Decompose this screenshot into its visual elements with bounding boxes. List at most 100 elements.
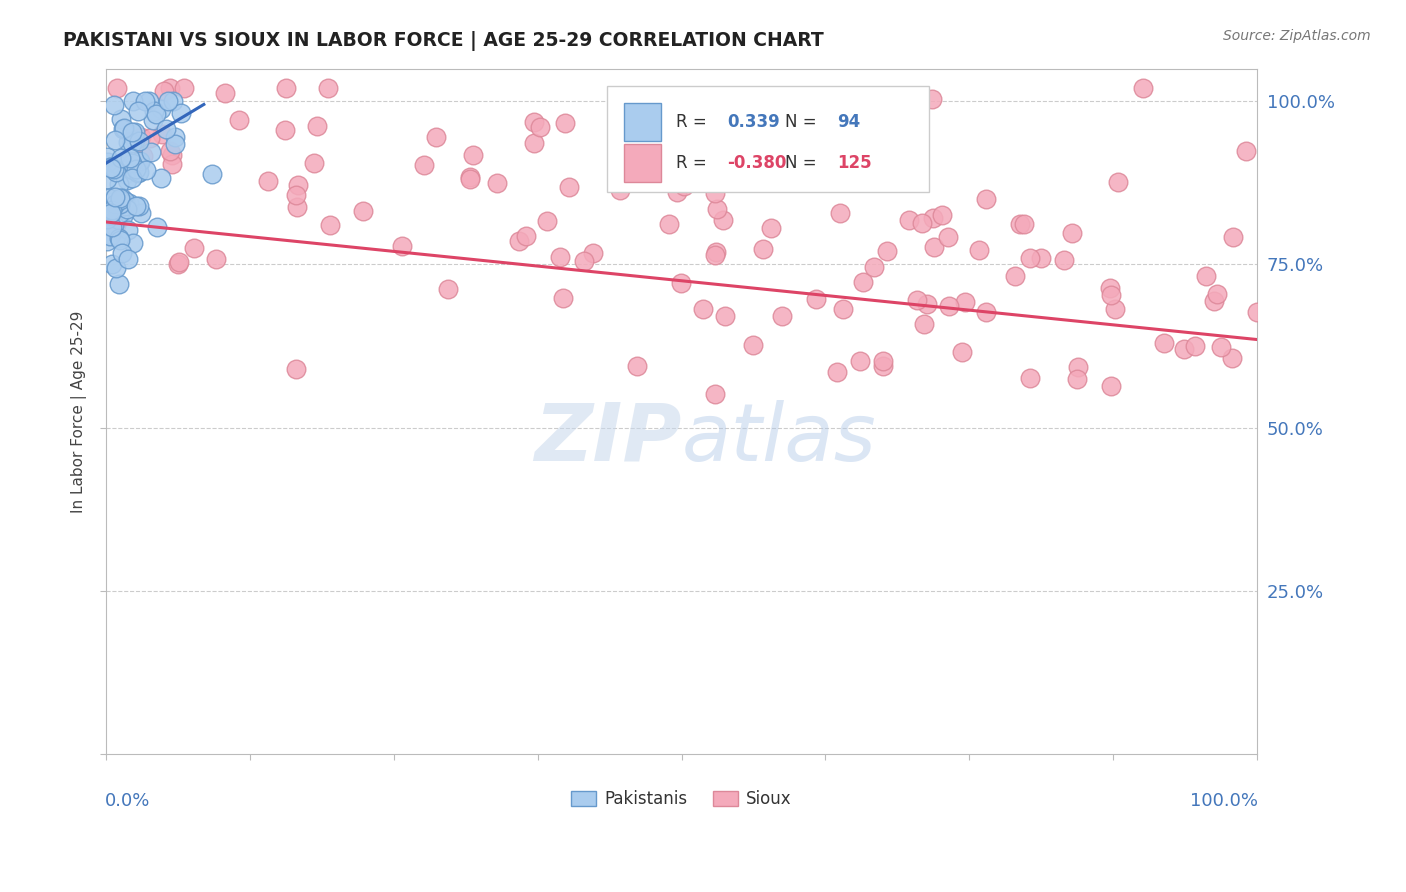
Point — [108, 197, 131, 211]
Point — [121, 136, 143, 151]
Point — [127, 166, 149, 180]
Point — [786, 146, 808, 161]
Point — [1099, 379, 1122, 393]
Point — [523, 136, 546, 150]
Point — [97, 199, 120, 213]
Point — [117, 155, 139, 169]
Point — [128, 165, 150, 179]
Text: 125: 125 — [837, 154, 872, 172]
Point — [104, 196, 127, 211]
Point — [98, 195, 121, 210]
Point — [108, 194, 131, 208]
Point — [1104, 302, 1126, 317]
Point — [287, 200, 309, 214]
Text: 100.0%: 100.0% — [1191, 792, 1258, 810]
Point — [141, 145, 163, 160]
Point — [285, 188, 308, 202]
Point — [124, 125, 146, 139]
Point — [352, 204, 374, 219]
Point — [558, 179, 581, 194]
Point — [529, 120, 551, 135]
Point — [110, 152, 132, 166]
Point — [146, 219, 169, 234]
Point — [461, 148, 484, 162]
Point — [155, 122, 177, 136]
Point — [173, 81, 195, 95]
Point — [876, 244, 898, 258]
Point — [704, 248, 727, 262]
Point — [104, 190, 127, 204]
Point — [911, 216, 934, 230]
Point — [125, 199, 148, 213]
Point — [111, 245, 134, 260]
Point — [828, 206, 851, 220]
Point — [131, 149, 153, 163]
Point — [127, 104, 149, 119]
Point — [165, 137, 187, 152]
Point — [877, 142, 900, 156]
Text: -0.380: -0.380 — [727, 154, 787, 172]
Point — [950, 344, 973, 359]
Point — [666, 185, 689, 199]
Point — [201, 167, 224, 181]
Text: N =: N = — [785, 154, 823, 172]
Point — [921, 92, 943, 106]
Point — [523, 115, 546, 129]
Point — [149, 171, 172, 186]
Point — [582, 245, 605, 260]
Point — [669, 276, 692, 290]
Point — [159, 81, 181, 95]
Point — [974, 305, 997, 319]
Point — [100, 161, 122, 176]
Bar — [624, 103, 661, 141]
Point — [1195, 268, 1218, 283]
Point — [759, 221, 782, 235]
Point — [938, 299, 960, 313]
Point — [922, 239, 945, 253]
Point — [111, 191, 134, 205]
Point — [121, 126, 143, 140]
Point — [228, 112, 250, 127]
Point — [105, 165, 128, 179]
Point — [101, 203, 124, 218]
Point — [121, 94, 143, 108]
Point — [1202, 293, 1225, 308]
Point — [108, 233, 131, 247]
Point — [166, 257, 188, 271]
Point — [170, 106, 193, 120]
Point — [508, 234, 530, 248]
Point — [103, 98, 125, 112]
Point — [872, 359, 894, 373]
Point — [131, 205, 153, 219]
Point — [967, 243, 990, 257]
Point — [97, 154, 120, 169]
Point — [165, 130, 187, 145]
Point — [704, 186, 727, 200]
Point — [100, 206, 122, 220]
Point — [122, 235, 145, 250]
Point — [626, 359, 648, 373]
Point — [485, 177, 508, 191]
Point — [931, 208, 953, 222]
Point — [692, 301, 714, 316]
Point — [922, 211, 945, 226]
Point — [135, 163, 157, 178]
Point — [703, 386, 725, 401]
Point — [1234, 144, 1257, 158]
Point — [98, 191, 121, 205]
Text: 0.0%: 0.0% — [105, 792, 150, 810]
Text: ZIP: ZIP — [534, 400, 682, 478]
Point — [108, 177, 131, 191]
Point — [1060, 226, 1083, 240]
Point — [1019, 252, 1042, 266]
Point — [657, 217, 679, 231]
Point — [1099, 288, 1122, 302]
Point — [1004, 268, 1026, 283]
Point — [1029, 251, 1052, 265]
Point — [274, 81, 297, 95]
Point — [96, 172, 118, 186]
Point — [122, 162, 145, 177]
Point — [145, 107, 167, 121]
Point — [1173, 343, 1195, 357]
Text: N =: N = — [785, 113, 823, 131]
